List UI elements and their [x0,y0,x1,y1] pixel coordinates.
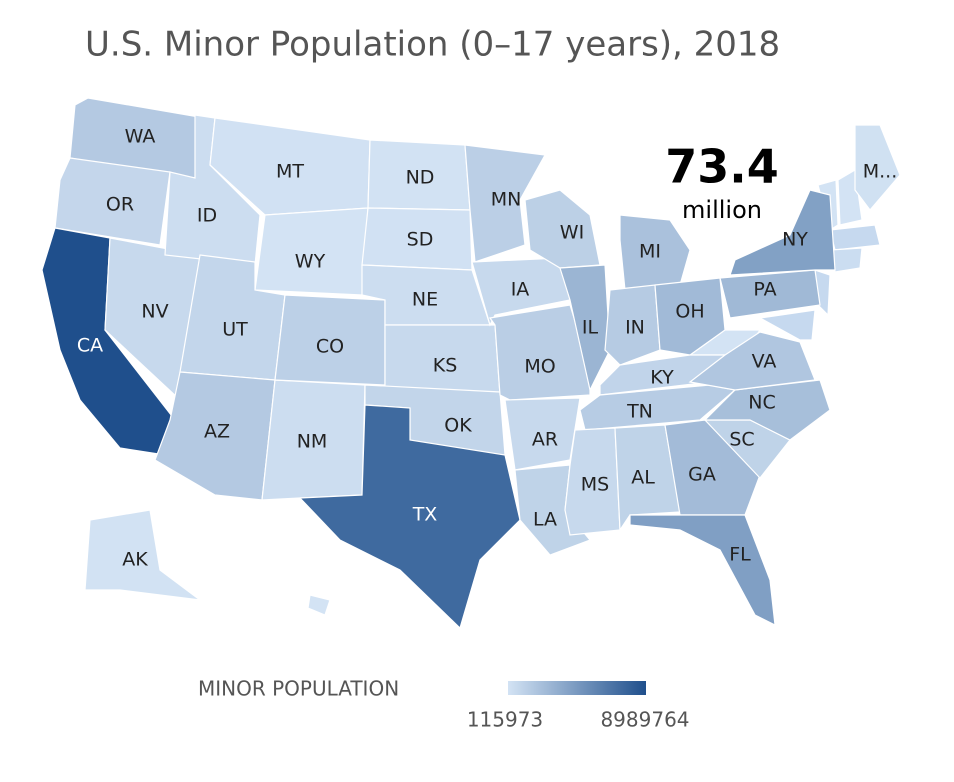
state-label: M... [863,161,898,183]
state-label: PA [753,279,776,301]
state [654,277,726,356]
state-label: MS [581,474,609,496]
state-label: NM [297,431,328,453]
state-label: WI [560,222,584,244]
total-value: 73.4 [665,140,779,194]
state-label: SD [407,229,434,251]
state-label: OK [444,415,472,437]
state-label: UT [222,319,248,341]
state-label: IA [511,279,530,301]
hi-shape [307,594,331,616]
state-label: CA [77,335,103,357]
state [688,331,816,391]
state [664,419,761,516]
state-label: SC [729,429,754,451]
state [729,189,836,276]
state [504,397,581,471]
state-label: NE [412,289,438,311]
state-label: MT [276,161,304,183]
state-label: IN [625,317,645,339]
state-label: WY [295,251,326,273]
state-label: LA [533,509,557,531]
state-label: ND [406,167,435,189]
title: U.S. Minor Population (0–17 years), 2018 [85,25,780,65]
state-label: AL [631,467,655,489]
state-label: KY [650,367,674,389]
state-label: TX [412,504,438,526]
state [614,424,681,532]
state-label: OH [675,301,704,323]
state [604,284,661,366]
state [54,157,171,246]
state-label: FL [729,544,751,566]
states [41,97,901,630]
state [298,404,521,630]
state-label: AZ [204,421,230,443]
state-label: MI [639,241,661,263]
state-label: CO [316,336,344,358]
state [559,264,611,392]
state-label: IL [582,317,599,339]
state-label: WA [125,126,156,148]
state-label: ID [197,205,217,227]
state-label: MN [491,189,522,211]
state-labels: WA OR CA NV ID MT WY UT AZ NM CO ND SD NE KS OK TX MN IA MO… [77,126,897,571]
state-label: GA [688,464,716,486]
state-label: KS [433,355,458,377]
legend-max: 8989764 [600,708,689,732]
state [629,514,776,627]
state-label: NY [782,229,808,251]
ma-shape [829,224,881,251]
state [464,144,546,263]
state-label: OR [106,194,134,216]
legend-min: 115973 [467,708,543,732]
legend-title: MINOR POPULATION [198,677,399,701]
state-label: AK [122,549,148,571]
state [854,124,901,211]
total-unit: million [682,196,762,224]
md-shape [758,309,816,341]
legend-gradient [508,681,646,695]
state-label: MO [524,356,555,378]
state-label: NC [748,392,775,414]
state-label: NV [141,301,168,323]
state-label: AR [532,429,558,451]
state [84,509,203,601]
state-label: TN [626,401,653,423]
state [719,269,821,319]
state-label: VA [752,351,777,373]
